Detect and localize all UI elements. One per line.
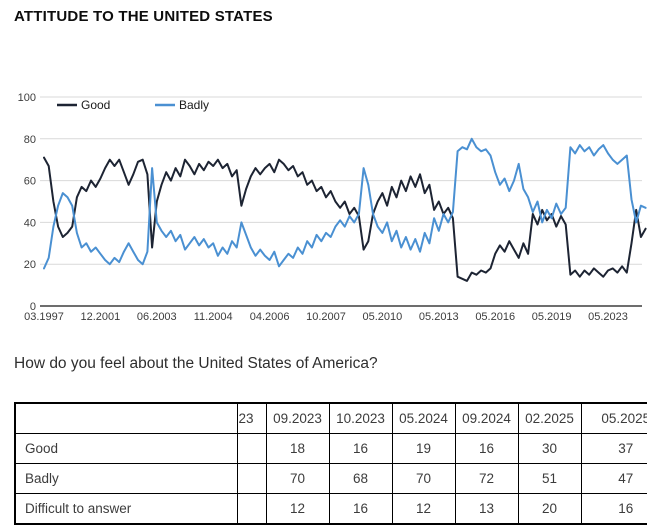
x-axis-tick-label: 10.2007	[306, 311, 346, 323]
table-cell: 16	[328, 493, 393, 525]
column-header: 02.2025	[517, 402, 582, 434]
y-axis-tick-label: 0	[30, 301, 36, 313]
x-axis-tick-label: 06.2003	[137, 311, 177, 323]
x-axis-tick-label: 11.2004	[194, 311, 233, 323]
y-axis-tick-label: 80	[24, 134, 36, 146]
y-axis-tick-label: 40	[24, 217, 36, 229]
series-line-badly	[43, 137, 647, 270]
table-cell: 12	[391, 493, 456, 525]
table-cell: 68	[328, 463, 393, 494]
table-cell: 37	[580, 433, 647, 464]
x-axis-tick-label: 04.2006	[250, 311, 290, 323]
results-table: 23 09.2023 10.2023 05.2024 09.2024 02.2025 05.…	[14, 402, 647, 525]
attitude-chart: 0 20 40 60 80 100 03.1997 12.2001 06.2003 11.2004…	[18, 92, 647, 323]
table-cell: 16	[580, 493, 647, 525]
table-cell: 18	[265, 433, 330, 464]
x-axis-tick-label: 05.2023	[588, 311, 628, 323]
page-title: ATTITUDE TO THE UNITED STATES	[14, 8, 273, 25]
y-axis-tick-label: 100	[18, 92, 36, 104]
table-row: Good 18 16 19 16 30 37	[14, 433, 647, 464]
row-label: Difficult to answer	[14, 493, 238, 525]
column-header: 09.2024	[454, 402, 519, 434]
table-cell: 20	[517, 493, 582, 525]
row-label: Badly	[14, 463, 238, 494]
results-table-body: Good 18 16 19 16 30 37 Badly 70 68 70 72 51 47 Difficu…	[14, 433, 647, 525]
results-table-header: 23 09.2023 10.2023 05.2024 09.2024 02.2025 05.…	[14, 402, 647, 434]
y-axis-tick-label: 20	[24, 259, 36, 271]
series-line-good	[43, 156, 647, 282]
x-axis-tick-label: 05.2016	[475, 311, 515, 323]
legend-label-badly: Badly	[179, 98, 209, 112]
column-header: 09.2023	[265, 402, 330, 434]
table-row: Badly 70 68 70 72 51 47	[14, 463, 647, 494]
results-table-wrap: 23 09.2023 10.2023 05.2024 09.2024 02.2025 05.…	[14, 402, 647, 525]
table-cell	[236, 493, 267, 525]
column-header: 05.2025	[580, 402, 647, 434]
table-cell: 19	[391, 433, 456, 464]
table-cell	[236, 433, 267, 464]
x-axis-tick-label: 12.2001	[81, 311, 121, 323]
table-cell: 51	[517, 463, 582, 494]
column-header: 23	[236, 402, 267, 434]
table-cell: 70	[265, 463, 330, 494]
row-label: Good	[14, 433, 238, 464]
table-cell: 16	[454, 433, 519, 464]
table-row: Difficult to answer 12 16 12 13 20 16	[14, 493, 647, 525]
x-axis-tick-label: 05.2019	[532, 311, 572, 323]
column-header: 10.2023	[328, 402, 393, 434]
table-cell: 16	[328, 433, 393, 464]
column-header: 05.2024	[391, 402, 456, 434]
table-cell	[236, 463, 267, 494]
table-cell: 47	[580, 463, 647, 494]
table-cell: 13	[454, 493, 519, 525]
table-cell: 72	[454, 463, 519, 494]
table-cell: 30	[517, 433, 582, 464]
column-header	[14, 402, 238, 434]
table-cell: 12	[265, 493, 330, 525]
table-cell: 70	[391, 463, 456, 494]
legend-label-good: Good	[81, 98, 110, 112]
y-axis-tick-label: 60	[24, 176, 36, 188]
x-axis-tick-label: 05.2013	[419, 311, 459, 323]
x-axis-tick-label: 05.2010	[363, 311, 403, 323]
x-axis-tick-label: 03.1997	[24, 311, 64, 323]
survey-question: How do you feel about the United States …	[14, 355, 378, 372]
